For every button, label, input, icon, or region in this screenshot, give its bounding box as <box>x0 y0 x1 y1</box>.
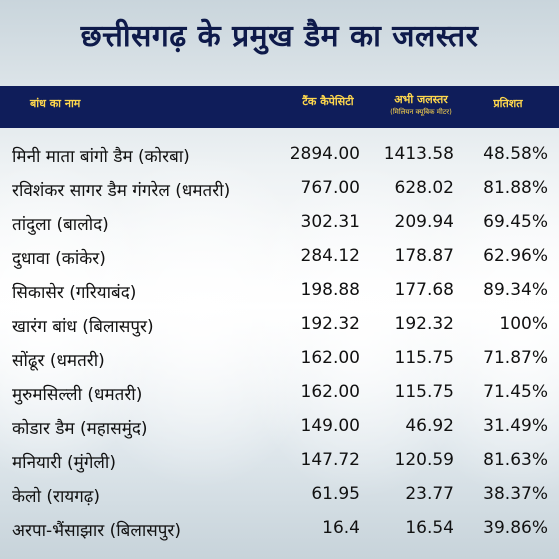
dam-name: खारंग बांध (बिलासपुर) <box>12 317 154 337</box>
dam-capacity: 192.32 <box>300 314 360 334</box>
table-row: मुरुमसिल्ली (धमतरी) 162.00 115.75 71.45% <box>0 378 559 412</box>
dam-percent: 62.96% <box>483 246 548 266</box>
table-row: रविशंकर सागर डैम गंगरेल (धमतरी) 767.00 6… <box>0 174 559 208</box>
dam-name: अरपा-भैंसाझार (बिलासपुर) <box>12 521 181 541</box>
dam-current-level: 628.02 <box>394 178 454 198</box>
table-body: मिनी माता बांगो डैम (कोरबा) 2894.00 1413… <box>0 140 559 548</box>
dam-percent: 100% <box>499 314 548 334</box>
dam-current-level: 192.32 <box>394 314 454 334</box>
page-title: छत्तीसगढ़ के प्रमुख डैम का जलस्तर <box>80 19 479 54</box>
header-dam-name: बांध का नाम <box>30 97 81 110</box>
table-row: दुधावा (कांकेर) 284.12 178.87 62.96% <box>0 242 559 276</box>
dam-percent: 38.37% <box>483 484 548 504</box>
dam-current-level: 209.94 <box>394 212 454 232</box>
dam-capacity: 147.72 <box>300 450 360 470</box>
table-row: मिनी माता बांगो डैम (कोरबा) 2894.00 1413… <box>0 140 559 174</box>
dam-capacity: 198.88 <box>300 280 360 300</box>
dam-percent: 81.88% <box>483 178 548 198</box>
header-capacity: टैंक कैपेसिटी <box>302 95 354 108</box>
header-percent: प्रतिशत <box>493 97 523 110</box>
dam-capacity: 2894.00 <box>289 144 360 164</box>
dam-current-level: 23.77 <box>405 484 454 504</box>
dam-capacity: 767.00 <box>300 178 360 198</box>
dam-percent: 39.86% <box>483 518 548 538</box>
dam-current-level: 177.68 <box>394 280 454 300</box>
dam-percent: 31.49% <box>483 416 548 436</box>
header-current-unit: (मिलियन क्यूबिक मीटर) <box>390 108 452 116</box>
dam-current-level: 115.75 <box>394 382 454 402</box>
dam-current-level: 115.75 <box>394 348 454 368</box>
dam-capacity: 162.00 <box>300 348 360 368</box>
dam-capacity: 302.31 <box>300 212 360 232</box>
dam-name: रविशंकर सागर डैम गंगरेल (धमतरी) <box>12 181 231 201</box>
table-row: तांदुला (बालोद) 302.31 209.94 69.45% <box>0 208 559 242</box>
dam-name: सिकासेर (गरियाबंद) <box>12 283 137 303</box>
dam-current-level: 1413.58 <box>383 144 454 164</box>
dam-percent: 69.45% <box>483 212 548 232</box>
table-row: केलो (रायगढ़) 61.95 23.77 38.37% <box>0 480 559 514</box>
table-row: सिकासेर (गरियाबंद) 198.88 177.68 89.34% <box>0 276 559 310</box>
dam-current-level: 178.87 <box>394 246 454 266</box>
dam-capacity: 149.00 <box>300 416 360 436</box>
dam-percent: 71.45% <box>483 382 548 402</box>
dam-name: केलो (रायगढ़) <box>12 487 101 507</box>
table-row: मनियारी (मुंगेली) 147.72 120.59 81.63% <box>0 446 559 480</box>
dam-current-level: 16.54 <box>405 518 454 538</box>
dam-percent: 81.63% <box>483 450 548 470</box>
dam-current-level: 46.92 <box>405 416 454 436</box>
dam-name: दुधावा (कांकेर) <box>12 249 106 269</box>
dam-name: मनियारी (मुंगेली) <box>12 453 116 473</box>
dam-percent: 48.58% <box>483 144 548 164</box>
dam-percent: 71.87% <box>483 348 548 368</box>
dam-capacity: 16.4 <box>322 518 360 538</box>
table-row: खारंग बांध (बिलासपुर) 192.32 192.32 100% <box>0 310 559 344</box>
dam-capacity: 162.00 <box>300 382 360 402</box>
dam-name: मिनी माता बांगो डैम (कोरबा) <box>12 147 190 167</box>
header-current-label: अभी जलस्तर <box>394 93 448 106</box>
dam-capacity: 284.12 <box>300 246 360 266</box>
header-current-level: अभी जलस्तर (मिलियन क्यूबिक मीटर) <box>380 94 462 118</box>
dam-current-level: 120.59 <box>394 450 454 470</box>
dam-name: मुरुमसिल्ली (धमतरी) <box>12 385 143 405</box>
dam-name: सोंढूर (धमतरी) <box>12 351 105 371</box>
table-header: बांध का नाम टैंक कैपेसिटी अभी जलस्तर (मि… <box>0 86 559 128</box>
dam-percent: 89.34% <box>483 280 548 300</box>
table-row: अरपा-भैंसाझार (बिलासपुर) 16.4 16.54 39.8… <box>0 514 559 548</box>
dam-capacity: 61.95 <box>311 484 360 504</box>
dam-name: कोडार डैम (महासमुंद) <box>12 419 148 439</box>
dam-name: तांदुला (बालोद) <box>12 215 109 235</box>
table-row: कोडार डैम (महासमुंद) 149.00 46.92 31.49% <box>0 412 559 446</box>
table-row: सोंढूर (धमतरी) 162.00 115.75 71.87% <box>0 344 559 378</box>
